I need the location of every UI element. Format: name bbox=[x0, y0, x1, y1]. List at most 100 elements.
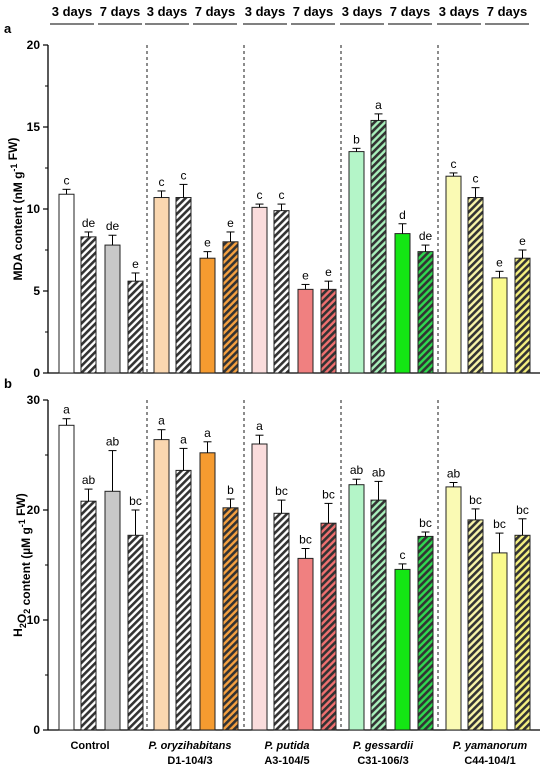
bar bbox=[58, 193, 75, 374]
significance-label: e bbox=[302, 268, 309, 282]
significance-label: b bbox=[353, 132, 360, 146]
significance-label: c bbox=[257, 188, 263, 202]
significance-label: d bbox=[399, 208, 406, 222]
y-tick-label: 0 bbox=[33, 723, 40, 737]
bar bbox=[80, 500, 97, 731]
significance-label: a bbox=[375, 98, 382, 112]
period-label: 7 days bbox=[487, 4, 527, 19]
bar bbox=[445, 175, 462, 374]
significance-label: c bbox=[451, 157, 457, 171]
bar bbox=[175, 469, 192, 731]
significance-label: c bbox=[400, 548, 406, 562]
bar bbox=[370, 499, 387, 731]
bar bbox=[445, 486, 462, 731]
period-label: 3 days bbox=[52, 4, 92, 19]
period-label: 7 days bbox=[390, 4, 430, 19]
bar bbox=[153, 439, 170, 731]
bar bbox=[222, 507, 239, 731]
bar bbox=[273, 210, 290, 374]
bar bbox=[514, 257, 531, 374]
significance-label: bc bbox=[516, 503, 529, 517]
bar bbox=[297, 557, 314, 731]
significance-label: bc bbox=[322, 487, 335, 501]
bar bbox=[58, 424, 75, 731]
significance-label: e bbox=[325, 265, 332, 279]
y-tick-label: 30 bbox=[27, 393, 41, 407]
period-label: 3 days bbox=[245, 4, 285, 19]
period-label: 3 days bbox=[342, 4, 382, 19]
bar bbox=[514, 534, 531, 731]
bar bbox=[370, 119, 387, 374]
bar bbox=[153, 197, 170, 374]
group-code: C31-106/3 bbox=[357, 755, 408, 767]
group-name: P. putida bbox=[264, 740, 309, 752]
group-name: P. yamanorum bbox=[453, 740, 528, 752]
bar bbox=[491, 552, 508, 731]
group-name: P. gessardii bbox=[353, 740, 414, 752]
bar bbox=[104, 490, 121, 731]
bar bbox=[199, 257, 216, 374]
bar bbox=[80, 236, 97, 374]
significance-label: bc bbox=[275, 484, 288, 498]
significance-label: e bbox=[132, 257, 139, 271]
bar bbox=[394, 233, 411, 374]
significance-label: e bbox=[204, 236, 211, 250]
bar bbox=[199, 452, 216, 731]
bar bbox=[175, 197, 192, 374]
y-tick-label: 5 bbox=[33, 284, 40, 298]
significance-label: bc bbox=[469, 493, 482, 507]
bar bbox=[467, 197, 484, 374]
significance-label: e bbox=[496, 255, 503, 269]
significance-label: c bbox=[159, 175, 165, 189]
bar bbox=[297, 288, 314, 374]
period-label: 7 days bbox=[100, 4, 140, 19]
significance-label: ab bbox=[106, 435, 120, 449]
period-label: 3 days bbox=[147, 4, 187, 19]
significance-label: bc bbox=[299, 533, 312, 547]
significance-label: bc bbox=[493, 517, 506, 531]
bar bbox=[491, 277, 508, 374]
group-code: D1-104/3 bbox=[167, 755, 212, 767]
significance-label: ab bbox=[350, 463, 364, 477]
bar bbox=[348, 484, 365, 731]
bar bbox=[417, 535, 434, 731]
significance-label: ab bbox=[82, 473, 96, 487]
significance-label: c bbox=[279, 188, 285, 202]
significance-label: b bbox=[227, 483, 234, 497]
group-name: P. oryzihabitans bbox=[149, 740, 232, 752]
significance-label: e bbox=[519, 234, 526, 248]
y-tick-label: 10 bbox=[27, 613, 41, 627]
bar bbox=[127, 534, 144, 731]
significance-label: c bbox=[181, 168, 187, 182]
significance-label: ab bbox=[447, 467, 461, 481]
bar bbox=[417, 251, 434, 374]
bar bbox=[348, 151, 365, 374]
significance-label: c bbox=[473, 172, 479, 186]
bar bbox=[222, 241, 239, 374]
significance-label: a bbox=[204, 426, 211, 440]
significance-label: bc bbox=[129, 494, 142, 508]
period-label: 7 days bbox=[293, 4, 333, 19]
bar bbox=[394, 568, 411, 731]
panel-label: a bbox=[4, 21, 12, 36]
significance-label: de bbox=[419, 229, 433, 243]
y-tick-label: 20 bbox=[27, 38, 41, 52]
significance-label: a bbox=[158, 414, 165, 428]
bar bbox=[273, 512, 290, 731]
y-tick-label: 15 bbox=[27, 120, 41, 134]
y-tick-label: 10 bbox=[27, 202, 41, 216]
group-name: Control bbox=[70, 740, 109, 752]
bar bbox=[467, 519, 484, 731]
significance-label: ab bbox=[372, 465, 386, 479]
significance-label: a bbox=[180, 432, 187, 446]
panel-label: b bbox=[4, 376, 12, 391]
y-tick-label: 20 bbox=[27, 503, 41, 517]
group-code: C44-104/1 bbox=[464, 755, 515, 767]
bar bbox=[251, 443, 268, 731]
significance-label: de bbox=[106, 219, 120, 233]
period-label: 3 days bbox=[439, 4, 479, 19]
y-tick-label: 0 bbox=[33, 366, 40, 380]
period-label: 7 days bbox=[195, 4, 235, 19]
significance-label: e bbox=[227, 216, 234, 230]
